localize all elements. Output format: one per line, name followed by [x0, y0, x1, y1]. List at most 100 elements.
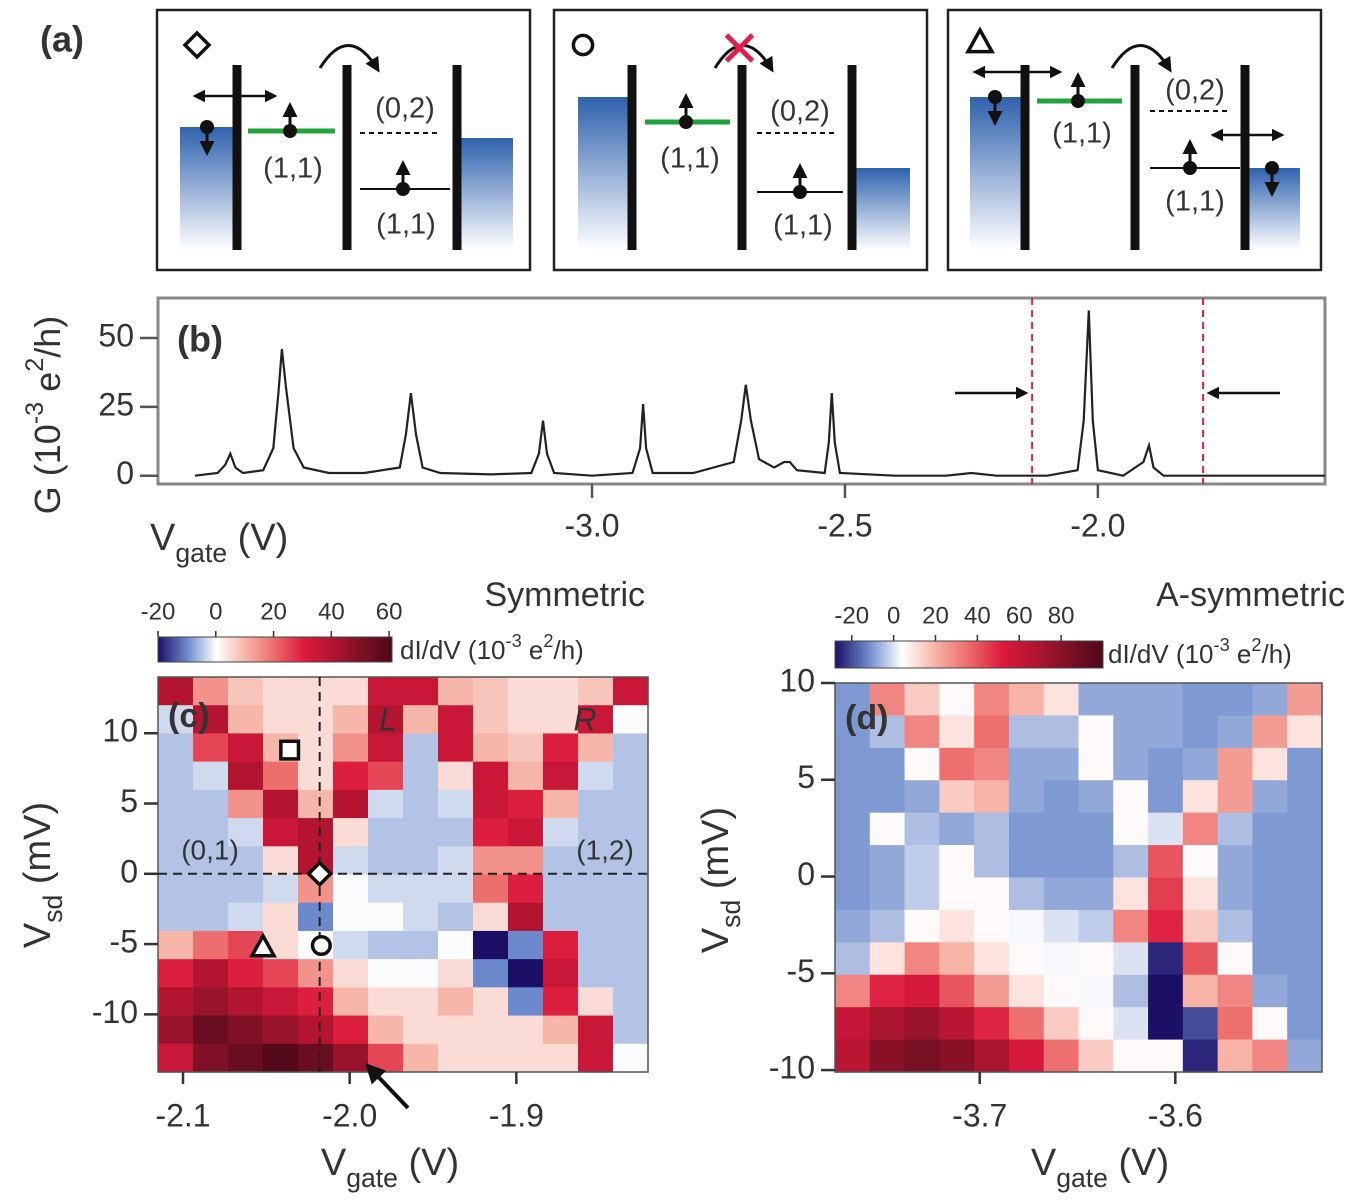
heatmap-cell	[543, 987, 579, 1017]
heatmap-cell	[228, 761, 264, 791]
y-axis-label-part: e	[27, 372, 68, 402]
state-label: (1,1)	[773, 210, 833, 242]
heatmap-cell	[1078, 715, 1114, 749]
chart-title: Symmetric	[484, 576, 645, 614]
heatmap-cell	[939, 780, 975, 814]
heatmap-cell	[508, 818, 544, 847]
state-label: (0,2)	[770, 96, 830, 128]
heatmap-cell	[1217, 1039, 1254, 1073]
y-axis-label-part: (mV)	[17, 802, 59, 895]
heatmap-cell	[368, 761, 404, 791]
hop-arrow	[1110, 44, 1172, 73]
heatmap-cell	[1182, 942, 1219, 976]
heatmap-cell	[403, 818, 439, 847]
colorbar-tick-label: 40	[318, 598, 345, 625]
heatmap-cell	[368, 902, 404, 932]
heatmap-cell	[473, 1043, 509, 1073]
state-symbol	[571, 33, 595, 57]
colorbar-tick-label: 60	[376, 598, 403, 625]
heatmap-cell	[473, 789, 509, 819]
electron	[1071, 94, 1085, 108]
heatmap-cell	[835, 974, 871, 1008]
heatmap-cell	[368, 846, 404, 876]
heatmap-cell	[1287, 683, 1323, 717]
heatmap-cell	[1217, 909, 1254, 943]
heatmap-cell	[438, 677, 474, 706]
heatmap-cell	[613, 789, 649, 819]
colorbar-label-part: -3	[1214, 635, 1230, 655]
y-tick-label: 50	[98, 317, 134, 353]
heatmap-cell	[1148, 683, 1184, 717]
x-axis-label-part: V	[321, 1142, 347, 1184]
heatmap-cell	[1287, 909, 1323, 943]
heatmap-cell	[835, 909, 871, 943]
heatmap-cell	[368, 1043, 404, 1073]
heatmap-cell	[473, 959, 509, 988]
heatmap-cell	[835, 683, 871, 717]
heatmap-cell	[1078, 974, 1114, 1008]
heatmap-cell	[1252, 780, 1288, 814]
heatmap-cell	[904, 812, 940, 846]
heatmap-cell	[1148, 715, 1184, 749]
heatmap-cell	[543, 1043, 579, 1073]
y-axis-label-part: 2	[21, 358, 49, 372]
y-tick-label: 0	[120, 853, 138, 889]
y-axis-label-part: -3	[21, 402, 49, 424]
heatmap-cell	[193, 1015, 229, 1045]
electron	[1265, 161, 1279, 175]
heatmap-cell	[543, 705, 579, 735]
heatmap-cell	[158, 902, 194, 932]
heatmap-cell	[613, 1043, 649, 1073]
heatmap-cell	[473, 677, 509, 706]
heatmap-cell	[508, 846, 544, 876]
x-axis-label: Vgate (V)	[150, 517, 288, 568]
heatmap-cell	[263, 1043, 299, 1073]
heatmap-cell	[613, 959, 649, 988]
colorbar	[157, 636, 393, 663]
heatmap-cell	[1043, 780, 1080, 814]
y-tick-label: 5	[797, 759, 815, 795]
heatmap-cell	[904, 1007, 940, 1041]
heatmap-cell	[1287, 877, 1323, 911]
heatmap-cell	[403, 789, 439, 819]
heatmap-cell	[835, 747, 871, 781]
heatmap-cell	[1217, 877, 1254, 911]
x-axis-label-part: gate	[346, 1163, 398, 1193]
colorbar-tick-label: 0	[887, 602, 900, 629]
heatmap-cell	[1252, 683, 1288, 717]
heatmap-cell	[974, 1039, 1010, 1073]
colorbar-label-part: /h)	[554, 635, 584, 665]
heatmap-cell	[939, 909, 975, 943]
colorbar-label: dI/dV (10-3 e2/h)	[1108, 635, 1292, 669]
heatmap-cell	[1043, 909, 1080, 943]
heatmap-cell	[543, 789, 579, 819]
heatmap-cell	[1043, 1039, 1080, 1073]
x-axis-label-part: V	[150, 517, 176, 559]
heatmap-cell	[578, 987, 614, 1017]
heatmap-cell	[1113, 683, 1149, 717]
heatmap-cell	[368, 733, 404, 763]
colorbar-tick-label: 60	[1006, 602, 1033, 629]
heatmap-cell	[158, 733, 194, 763]
heatmap-cell	[543, 959, 579, 988]
panel-label: (d)	[845, 699, 888, 737]
heatmap-cell	[904, 942, 940, 976]
heatmap-cell	[1217, 715, 1254, 749]
heatmap-cell	[263, 705, 299, 735]
heatmap-cell	[158, 959, 194, 988]
heatmap-cell	[508, 902, 544, 932]
y-tick-label: 0	[797, 856, 815, 892]
heatmap-cell	[974, 715, 1010, 749]
heatmap-cell	[904, 715, 940, 749]
state-label: (1,1)	[376, 209, 436, 241]
heatmap-cell	[438, 818, 474, 847]
colorbar-label-part: 2	[543, 631, 553, 651]
heatmap-cell	[438, 959, 474, 988]
heatmap-cell	[333, 902, 369, 932]
heatmap-cell	[403, 733, 439, 763]
chart-title: A-symmetric	[1156, 576, 1345, 614]
heatmap-cell	[228, 1015, 264, 1045]
heatmap-cell	[1287, 1039, 1323, 1073]
heatmap-cell	[939, 812, 975, 846]
heatmap-cell	[263, 959, 299, 988]
